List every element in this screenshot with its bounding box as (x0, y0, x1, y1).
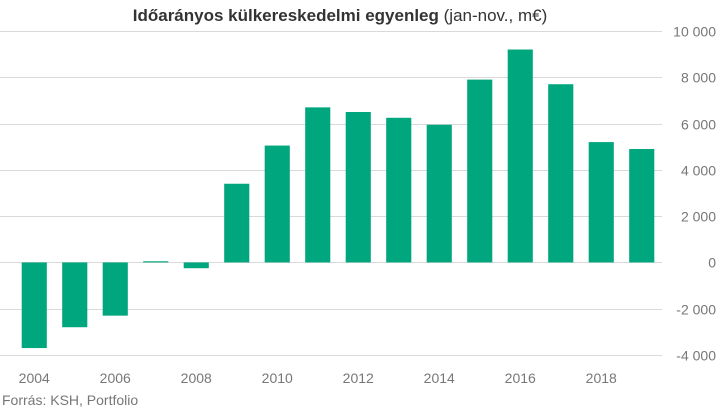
x-tick-label: 2014 (424, 370, 455, 386)
bar-2018 (588, 142, 614, 263)
y-axis-tick-labels: -4 000 -2 000 0 2 000 4 000 6 000 8 000 10 000 (673, 24, 716, 364)
chart-title-unit: (jan-nov., m€) (438, 6, 548, 25)
x-tick-label: 2010 (262, 370, 293, 386)
bar-2019 (629, 149, 655, 263)
x-tick-label: 2004 (19, 370, 50, 386)
chart-title-main: Időarányos külkereskedelmi egyenleg (132, 6, 439, 25)
bar-2010 (264, 145, 290, 263)
bar-2016 (507, 49, 533, 263)
bar-2006 (102, 262, 128, 316)
y-tick-label: 0 (708, 255, 716, 271)
bar-2004 (21, 262, 47, 349)
x-tick-label: 2016 (505, 370, 536, 386)
x-axis-tick-labels: 2004 2006 2008 2010 2012 2014 2016 2018 (19, 370, 617, 386)
bar-2005 (62, 262, 88, 328)
y-tick-label: 4 000 (681, 163, 716, 179)
y-tick-label: -4 000 (676, 348, 716, 364)
bar-2007 (143, 261, 169, 263)
chart-title: Időarányos külkereskedelmi egyenleg (jan… (0, 6, 680, 26)
bar-2013 (386, 117, 412, 263)
x-tick-label: 2006 (100, 370, 131, 386)
bar-2011 (305, 107, 331, 263)
bar-2017 (548, 84, 574, 263)
y-tick-label: 2 000 (681, 209, 716, 225)
bar-2012 (345, 112, 371, 263)
bar-2009 (224, 183, 250, 263)
x-tick-label: 2012 (343, 370, 374, 386)
bar-2015 (467, 79, 493, 263)
y-tick-label: -2 000 (676, 302, 716, 318)
x-tick-label: 2018 (586, 370, 617, 386)
bars (21, 49, 655, 349)
y-tick-label: 8 000 (681, 70, 716, 86)
bar-2008 (183, 262, 209, 269)
source-note: Forrás: KSH, Portfolio (2, 392, 139, 408)
y-tick-label: 6 000 (681, 117, 716, 133)
bar-2014 (426, 124, 452, 263)
x-tick-label: 2008 (181, 370, 212, 386)
y-tick-label: 10 000 (673, 24, 716, 40)
